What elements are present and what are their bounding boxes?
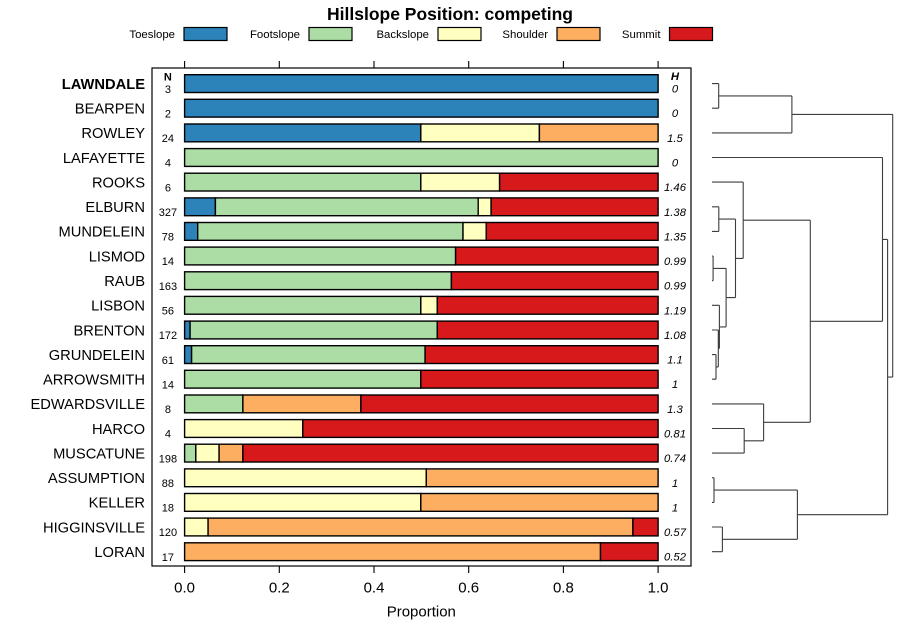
svg-text:0.4: 0.4 bbox=[364, 579, 385, 596]
svg-text:1: 1 bbox=[672, 502, 678, 514]
svg-text:0.0: 0.0 bbox=[174, 579, 195, 596]
svg-text:0.74: 0.74 bbox=[664, 453, 686, 465]
svg-text:3: 3 bbox=[165, 84, 171, 96]
svg-text:0.52: 0.52 bbox=[664, 552, 687, 564]
svg-text:0: 0 bbox=[672, 84, 679, 96]
svg-text:1: 1 bbox=[672, 478, 678, 490]
svg-text:1.1: 1.1 bbox=[667, 355, 683, 367]
svg-text:14: 14 bbox=[162, 379, 174, 391]
svg-text:LORAN: LORAN bbox=[94, 545, 145, 561]
svg-text:Toeslope: Toeslope bbox=[129, 29, 175, 41]
svg-text:1.19: 1.19 bbox=[664, 305, 687, 317]
svg-text:120: 120 bbox=[159, 527, 177, 539]
svg-text:17: 17 bbox=[162, 552, 174, 564]
svg-text:78: 78 bbox=[162, 232, 174, 244]
svg-text:56: 56 bbox=[162, 306, 174, 318]
svg-text:Backslope: Backslope bbox=[376, 29, 429, 41]
svg-text:ELBURN: ELBURN bbox=[85, 200, 145, 216]
svg-text:1.3: 1.3 bbox=[667, 404, 683, 416]
svg-text:HIGGINSVILLE: HIGGINSVILLE bbox=[43, 520, 145, 536]
svg-text:0.8: 0.8 bbox=[553, 579, 574, 596]
svg-text:LISBON: LISBON bbox=[91, 299, 145, 315]
svg-text:4: 4 bbox=[165, 158, 171, 170]
svg-text:4: 4 bbox=[165, 429, 171, 441]
svg-text:KELLER: KELLER bbox=[89, 496, 145, 512]
svg-text:ROWLEY: ROWLEY bbox=[81, 126, 145, 142]
svg-text:Proportion: Proportion bbox=[387, 604, 456, 621]
svg-text:172: 172 bbox=[159, 330, 177, 342]
svg-text:LISMOD: LISMOD bbox=[89, 249, 145, 265]
svg-text:GRUNDELEIN: GRUNDELEIN bbox=[49, 348, 145, 364]
svg-text:LAWNDALE: LAWNDALE bbox=[62, 77, 145, 93]
svg-text:1: 1 bbox=[672, 379, 678, 391]
svg-text:1.08: 1.08 bbox=[664, 330, 687, 342]
svg-text:Summit: Summit bbox=[622, 29, 661, 41]
svg-text:Shoulder: Shoulder bbox=[502, 29, 548, 41]
svg-text:1.38: 1.38 bbox=[664, 207, 687, 219]
svg-text:0.81: 0.81 bbox=[664, 429, 686, 441]
svg-text:0.99: 0.99 bbox=[664, 281, 687, 293]
svg-text:0.6: 0.6 bbox=[458, 579, 479, 596]
svg-text:BRENTON: BRENTON bbox=[73, 323, 145, 339]
svg-text:Footslope: Footslope bbox=[250, 29, 300, 41]
svg-text:61: 61 bbox=[162, 355, 174, 367]
svg-text:1.46: 1.46 bbox=[664, 182, 687, 194]
svg-text:1.5: 1.5 bbox=[667, 133, 683, 145]
svg-text:163: 163 bbox=[159, 281, 177, 293]
svg-text:88: 88 bbox=[162, 478, 174, 490]
svg-text:327: 327 bbox=[159, 207, 177, 219]
svg-text:1.35: 1.35 bbox=[664, 231, 687, 243]
svg-text:1.0: 1.0 bbox=[648, 579, 669, 596]
svg-text:0.2: 0.2 bbox=[269, 579, 290, 596]
svg-text:24: 24 bbox=[162, 133, 174, 145]
svg-text:LAFAYETTE: LAFAYETTE bbox=[63, 151, 145, 167]
svg-text:0: 0 bbox=[672, 108, 679, 120]
svg-text:H: H bbox=[671, 71, 680, 83]
svg-text:18: 18 bbox=[162, 503, 174, 515]
svg-text:14: 14 bbox=[162, 256, 174, 268]
svg-text:0.99: 0.99 bbox=[664, 256, 687, 268]
svg-text:2: 2 bbox=[165, 108, 171, 120]
svg-text:198: 198 bbox=[159, 453, 177, 465]
svg-text:ASSUMPTION: ASSUMPTION bbox=[48, 471, 145, 487]
svg-text:MUNDELEIN: MUNDELEIN bbox=[58, 225, 145, 241]
svg-text:0.57: 0.57 bbox=[664, 527, 687, 539]
svg-text:ROOKS: ROOKS bbox=[92, 175, 145, 191]
svg-text:N: N bbox=[164, 72, 172, 84]
svg-text:6: 6 bbox=[165, 182, 171, 194]
svg-text:8: 8 bbox=[165, 404, 171, 416]
svg-text:BEARPEN: BEARPEN bbox=[75, 102, 145, 118]
svg-text:EDWARDSVILLE: EDWARDSVILLE bbox=[30, 397, 145, 413]
svg-text:HARCO: HARCO bbox=[92, 422, 145, 438]
svg-text:ARROWSMITH: ARROWSMITH bbox=[43, 373, 145, 389]
svg-text:Hillslope Position: competing: Hillslope Position: competing bbox=[327, 4, 573, 24]
svg-text:RAUB: RAUB bbox=[104, 274, 145, 290]
svg-text:0: 0 bbox=[672, 158, 679, 170]
svg-text:MUSCATUNE: MUSCATUNE bbox=[53, 446, 145, 462]
